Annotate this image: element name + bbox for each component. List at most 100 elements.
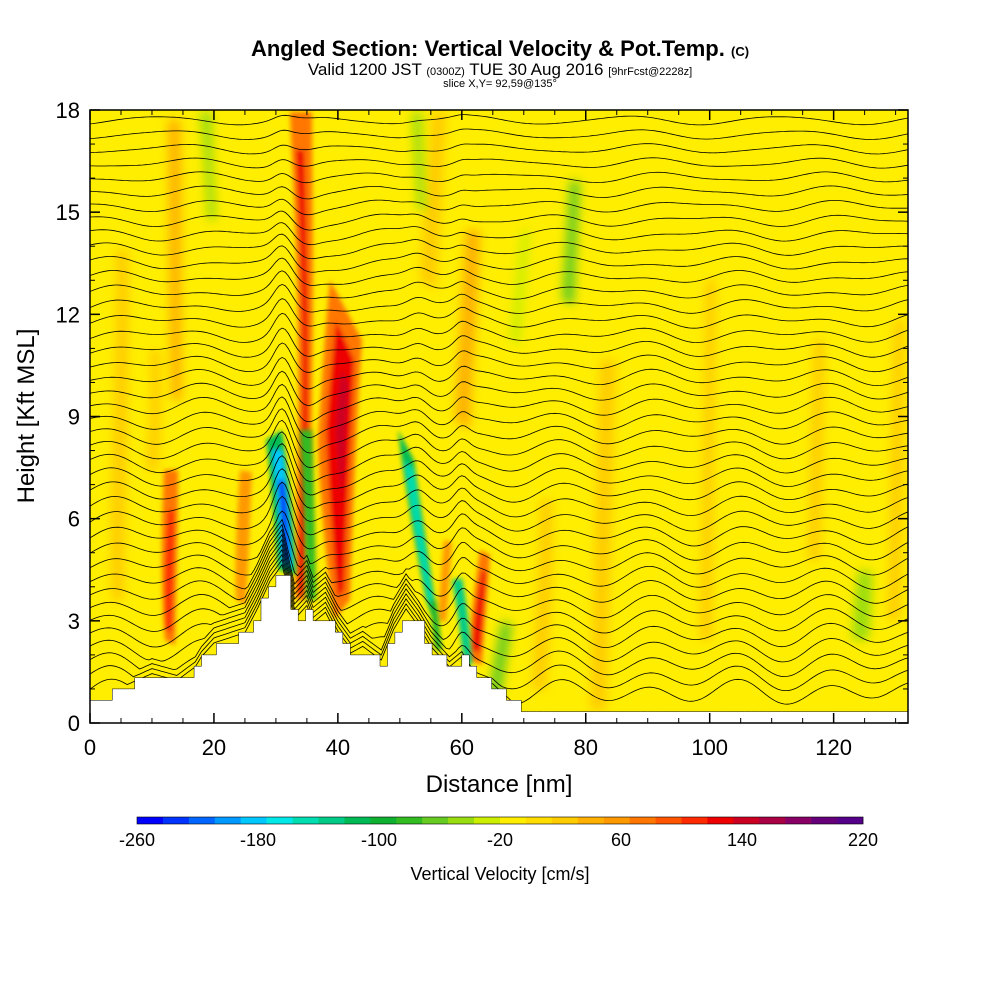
colorbar-swatch	[448, 817, 475, 824]
weak-updraft-band	[590, 360, 616, 710]
isentrope-line	[90, 185, 908, 200]
isentrope-line	[90, 370, 908, 406]
isentrope-line	[90, 143, 908, 155]
weak-downdraft-band	[200, 112, 216, 220]
isentrope-line	[90, 128, 908, 140]
weak-updraft-band	[700, 280, 716, 640]
isentrope-line	[90, 222, 908, 246]
colorbar-swatch	[655, 817, 682, 824]
isentrope-line	[90, 114, 908, 126]
downdraft-core-inner	[278, 480, 290, 562]
colorbar: -260 -180 -100 -20 60 140 220	[119, 816, 878, 850]
isentrope-line	[90, 298, 908, 329]
isentrope-line	[90, 245, 908, 273]
colorbar-tick-label: -180	[240, 830, 276, 850]
isentrope-line	[90, 468, 908, 522]
colorbar-swatch	[525, 817, 553, 824]
y-tick-label: 3	[68, 609, 80, 634]
y-tick-label: 6	[68, 507, 80, 532]
colorbar-tick-label: 140	[727, 830, 757, 850]
title-unit: (C)	[731, 44, 750, 59]
isentrope-line	[90, 210, 908, 231]
colorbar-swatch	[188, 817, 216, 824]
plot-background	[90, 110, 908, 723]
colorbar-swatch	[422, 817, 449, 824]
slice-info: slice X,Y= 92,59@135°	[443, 78, 557, 90]
isentrope-line	[90, 383, 908, 423]
isentrope-line	[90, 455, 908, 509]
title-text: Angled Section: Vertical Velocity & Pot.…	[250, 36, 725, 61]
isentrope-line	[90, 356, 908, 390]
downdraft-core-mid	[404, 460, 436, 620]
colorbar-swatch	[707, 817, 734, 824]
colorbar-swatch	[577, 817, 605, 824]
isentrope-line	[90, 528, 908, 604]
y-tick-label: 0	[68, 711, 80, 736]
colorbar-tick-label: -260	[119, 830, 155, 850]
subtitle-utc: (0300Z)	[426, 66, 465, 78]
isentrope-line	[90, 543, 908, 648]
weak-updraft-band	[420, 112, 446, 290]
x-tick-label: 120	[815, 735, 852, 760]
isentrope-line	[90, 431, 908, 482]
x-tick-label: 20	[202, 735, 226, 760]
updraft-core-peak	[336, 370, 348, 500]
colorbar-swatch	[500, 817, 527, 824]
colorbar-swatch	[266, 817, 293, 824]
weak-downdraft-band	[510, 230, 530, 345]
weak-updraft-band	[455, 230, 480, 430]
isentrope-line	[90, 396, 908, 439]
colorbar-swatch	[240, 817, 267, 824]
isentrope-line	[90, 442, 908, 496]
isentrope-line	[90, 533, 908, 619]
isentrope-line	[90, 327, 908, 358]
weak-updraft-band	[146, 350, 161, 470]
isentrope-line	[90, 419, 908, 469]
colorbar-swatch	[785, 817, 812, 824]
colorbar-swatch	[370, 817, 397, 824]
downdraft-core-outer	[430, 600, 442, 650]
subtitle-valid: Valid 1200 JST	[307, 60, 422, 79]
updraft-core-inner	[472, 570, 486, 652]
colorbar-swatch	[629, 817, 656, 824]
x-axis-label: Distance [nm]	[426, 771, 573, 798]
isentrope-line	[90, 523, 908, 590]
colorbar-swatch	[681, 817, 708, 824]
isentrope-line	[90, 233, 908, 260]
colorbar-swatch	[344, 817, 371, 824]
isentrope-line	[90, 198, 908, 216]
plot-area	[90, 110, 908, 723]
downdraft-core-outer	[452, 578, 472, 665]
colorbar-swatch	[811, 817, 838, 824]
isentrope-line	[90, 408, 908, 454]
potential-temperature-contours	[90, 114, 908, 705]
isentrope-line	[90, 510, 908, 565]
isentrope-line	[90, 342, 908, 373]
isentrope-line	[90, 171, 908, 184]
colorbar-tick-label: 220	[848, 830, 878, 850]
colorbar-swatch	[474, 817, 501, 824]
isentrope-line	[90, 481, 908, 536]
colorbar-swatch	[162, 817, 190, 824]
weak-downdraft-band	[412, 112, 426, 210]
subtitle-forecast: [9hrFcst@2228z]	[608, 66, 693, 78]
isentrope-line	[90, 283, 908, 314]
colorbar-tick-label: -100	[361, 830, 397, 850]
colorbar-swatch	[292, 817, 319, 824]
colorbar-swatch	[551, 817, 579, 824]
isentrope-line	[90, 538, 908, 634]
isentrope-line	[90, 270, 908, 300]
y-tick-label: 12	[56, 302, 80, 327]
colorbar-swatch	[318, 817, 345, 824]
updraft-core-outer	[235, 470, 252, 605]
colorbar-swatch	[603, 817, 630, 824]
x-tick-label: 0	[84, 735, 96, 760]
weak-updraft-field	[111, 112, 904, 710]
colorbar-label: Vertical Velocity [cm/s]	[410, 864, 590, 884]
downdraft-core-outer	[300, 430, 316, 600]
isentrope-line	[90, 157, 908, 169]
chart-subtitle: Valid 1200 JST (0300Z) TUE 30 Aug 2016 […	[0, 60, 1000, 80]
weak-updraft-band	[532, 500, 553, 690]
x-tick-label: 60	[450, 735, 474, 760]
y-tick-label: 15	[56, 200, 80, 225]
